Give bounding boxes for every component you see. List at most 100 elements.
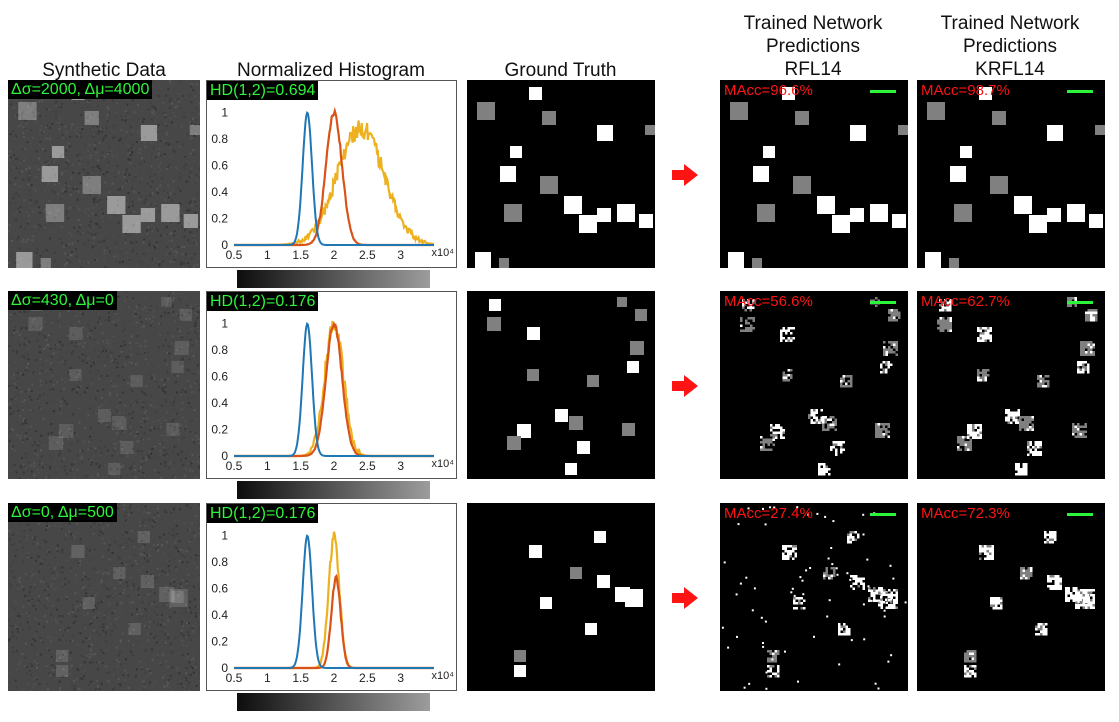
x-tick-label: 1.5 — [292, 248, 309, 262]
rfl14-prediction-panel-mask — [721, 506, 907, 690]
rfl14-macc-label: MAcc=56.6% — [724, 293, 813, 310]
krfl14-prediction-panel: MAcc=98.7% — [917, 80, 1105, 268]
histogram-series-3 — [234, 531, 434, 670]
scale-bar — [870, 90, 896, 93]
krfl14-prediction-panel-mask — [937, 297, 1098, 476]
x-tick-label: 1 — [264, 671, 271, 685]
y-tick-label: 1 — [221, 529, 228, 543]
intensity-colorbar — [237, 481, 430, 499]
header-krfl14-line1: Trained Network — [940, 13, 1080, 34]
params-label: Δσ=2000, Δμ=4000 — [8, 80, 153, 99]
y-tick-label: 0.8 — [211, 132, 228, 146]
x-tick-label: 2.5 — [359, 248, 376, 262]
scale-bar — [1067, 301, 1093, 304]
hd-label: HD(1,2)=0.694 — [207, 81, 319, 100]
histogram-chart: 0 0.2 0.4 0.6 0.8 1 0.5 1 1.5 2 2.5 3 x10⁴ HD(1,2)=0.… — [206, 80, 457, 268]
x-tick-label: 2 — [331, 671, 338, 685]
synthetic-noise-texture — [8, 80, 200, 268]
scale-bar — [870, 301, 896, 304]
synthetic-noise-texture — [8, 291, 200, 479]
rfl14-prediction-panel-mask — [740, 297, 901, 476]
x-tick-label: 1 — [264, 248, 271, 262]
krfl14-macc-label: MAcc=72.3% — [921, 505, 1010, 522]
header-rfl14-line3: RFL14 — [784, 59, 842, 80]
histogram-series-3 — [234, 320, 434, 458]
ground-truth-panel-mask — [514, 531, 643, 677]
ground-truth-panel-mask — [487, 297, 647, 475]
y-tick-label: 0 — [221, 238, 228, 252]
hd-label: HD(1,2)=0.176 — [207, 504, 319, 523]
histogram-plot-area: 0 0.2 0.4 0.6 0.8 1 0.5 1 1.5 2 2.5 3 x10⁴ — [211, 529, 454, 685]
x-tick-label: 1.5 — [292, 671, 309, 685]
x-tick-label: 0.5 — [226, 248, 243, 262]
x-axis-exponent: x10⁴ — [432, 458, 455, 470]
x-axis-exponent: x10⁴ — [432, 247, 455, 259]
rfl14-macc-label: MAcc=27.4% — [724, 505, 813, 522]
x-tick-label: 2.5 — [359, 671, 376, 685]
x-tick-label: 2.5 — [359, 459, 376, 473]
ground-truth-panel — [467, 291, 655, 479]
histogram-series-2 — [234, 321, 434, 458]
y-tick-label: 0.2 — [211, 423, 228, 437]
y-tick-label: 0 — [221, 661, 228, 675]
krfl14-prediction-panel-mask — [925, 87, 1105, 268]
krfl14-prediction-panel: MAcc=62.7% — [917, 291, 1105, 479]
red-arrow-icon — [672, 587, 698, 609]
histogram-series-1 — [234, 534, 434, 669]
rfl14-prediction-panel: MAcc=27.4% — [720, 503, 908, 691]
y-tick-label: 0.4 — [211, 396, 228, 410]
header-rfl14: Trained Network Predictions RFL14 — [718, 12, 908, 81]
synthetic-data-panel: Δσ=2000, Δμ=4000 — [8, 80, 200, 268]
x-tick-label: 1.5 — [292, 459, 309, 473]
y-tick-label: 0.4 — [211, 185, 228, 199]
params-label: Δσ=0, Δμ=500 — [8, 503, 117, 522]
intensity-colorbar — [237, 270, 430, 288]
histogram-series-1 — [234, 322, 434, 457]
header-krfl14: Trained Network Predictions KRFL14 — [915, 12, 1105, 81]
y-tick-label: 1 — [221, 106, 228, 120]
header-krfl14-line2: Predictions — [963, 36, 1057, 57]
x-tick-label: 3 — [397, 248, 404, 262]
header-normalized-histogram: Normalized Histogram — [237, 60, 425, 81]
header-synthetic-data: Synthetic Data — [42, 60, 166, 81]
y-tick-label: 0.2 — [211, 635, 228, 649]
x-tick-label: 2 — [331, 459, 338, 473]
scale-bar — [1067, 90, 1093, 93]
x-tick-label: 2 — [331, 248, 338, 262]
header-rfl14-line2: Predictions — [766, 36, 860, 57]
intensity-colorbar — [237, 693, 430, 711]
red-arrow-icon — [672, 375, 698, 397]
scale-bar — [870, 513, 896, 516]
header-krfl14-line3: KRFL14 — [975, 59, 1045, 80]
krfl14-prediction-panel: MAcc=72.3% — [917, 503, 1105, 691]
x-tick-label: 3 — [397, 671, 404, 685]
x-tick-label: 1 — [264, 459, 271, 473]
synthetic-data-panel: Δσ=430, Δμ=0 — [8, 291, 200, 479]
x-tick-label: 3 — [397, 459, 404, 473]
rfl14-macc-label: MAcc=96.6% — [724, 82, 813, 99]
histogram-series-2 — [234, 573, 434, 670]
rfl14-prediction-panel: MAcc=96.6% — [720, 80, 908, 268]
ground-truth-panel — [467, 80, 655, 268]
histogram-plot-area: 0 0.2 0.4 0.6 0.8 1 0.5 1 1.5 2 2.5 3 x10⁴ — [211, 317, 455, 473]
histogram-chart: 0 0.2 0.4 0.6 0.8 1 0.5 1 1.5 2 2.5 3 x10⁴ HD(1,2)=0.… — [206, 503, 457, 691]
ground-truth-panel-mask — [475, 87, 655, 268]
ground-truth-panel — [467, 503, 655, 691]
header-ground-truth: Ground Truth — [504, 60, 617, 81]
y-tick-label: 0.8 — [211, 343, 228, 357]
y-tick-label: 0.6 — [211, 370, 228, 384]
histogram-series-1 — [234, 111, 434, 246]
histogram-plot-area: 0 0.2 0.4 0.6 0.8 1 0.5 1 1.5 2 2.5 3 x10⁴ — [211, 106, 455, 262]
red-arrow-icon — [672, 164, 698, 186]
rfl14-prediction-panel: MAcc=56.6% — [720, 291, 908, 479]
krfl14-macc-label: MAcc=98.7% — [921, 82, 1010, 99]
y-tick-label: 0 — [221, 449, 228, 463]
histogram-chart: 0 0.2 0.4 0.6 0.8 1 0.5 1 1.5 2 2.5 3 x10⁴ HD(1,2)=0.… — [206, 291, 457, 479]
krfl14-prediction-panel-mask — [964, 531, 1095, 678]
synthetic-noise-texture — [8, 503, 200, 691]
hd-label: HD(1,2)=0.176 — [207, 292, 319, 311]
synthetic-data-panel: Δσ=0, Δμ=500 — [8, 503, 200, 691]
header-rfl14-line1: Trained Network — [743, 13, 883, 34]
y-tick-label: 1 — [221, 317, 228, 331]
x-tick-label: 0.5 — [226, 671, 243, 685]
